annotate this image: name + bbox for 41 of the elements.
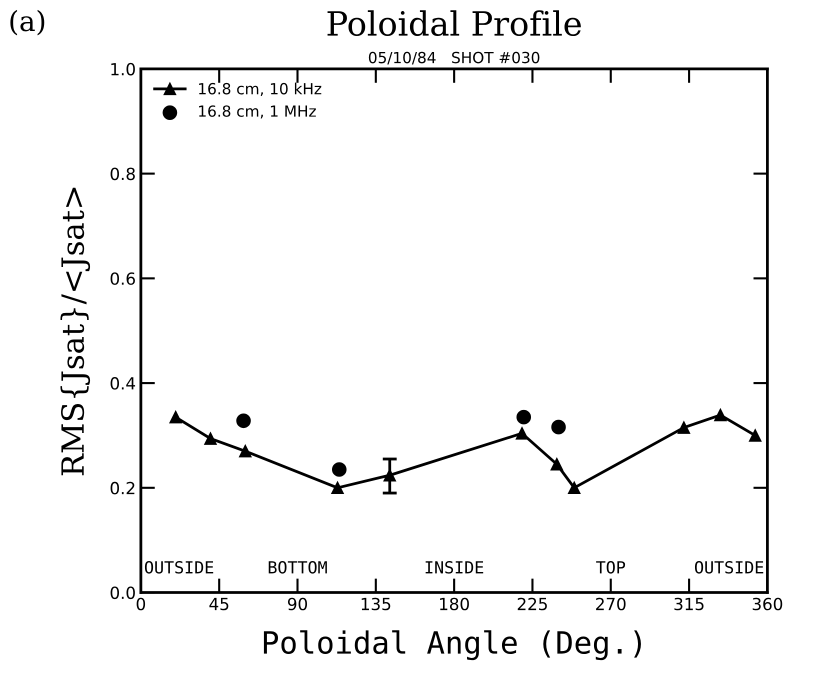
- x-tick-label: 315: [674, 598, 704, 610]
- y-tick-label: 0.6: [110, 272, 135, 285]
- x-tick-label: 135: [362, 598, 390, 610]
- x-tick-label: 360: [752, 598, 782, 610]
- x-tick-label: 270: [596, 598, 626, 610]
- x-tick-label: 225: [518, 598, 547, 610]
- y-tick-label: 0.0: [110, 586, 135, 600]
- y-tick-label: 0.4: [110, 377, 136, 390]
- point: [516, 427, 528, 440]
- annotation: OUTSIDE: [144, 560, 214, 574]
- annotation: TOP: [596, 560, 626, 574]
- point: [331, 482, 344, 494]
- annotation: OUTSIDE: [694, 560, 764, 574]
- annotation: INSIDE: [426, 560, 484, 574]
- y-tick-label: 1.0: [111, 62, 135, 76]
- point: [551, 420, 566, 434]
- point: [714, 408, 727, 422]
- text: (a): [10, 10, 44, 36]
- legend-label: 16.8 cm, 10 kHz: [199, 82, 322, 96]
- point: [568, 482, 580, 494]
- chart-title: Poloidal Profile: [328, 10, 581, 36]
- x-axis-title: Poloidal Angle (Deg.): [264, 630, 641, 660]
- point: [516, 410, 532, 424]
- point: [239, 444, 252, 458]
- x-tick-label: 45: [209, 598, 228, 610]
- point: [332, 462, 347, 477]
- x-tick-label: 90: [288, 598, 307, 610]
- point: [678, 421, 690, 434]
- y-tick-label: 0.2: [110, 482, 134, 494]
- annotation: BOTTOM: [268, 560, 327, 574]
- legend-label: 16.8 cm, 1 MHz: [199, 105, 316, 118]
- y-tick-label: 0.8: [110, 168, 135, 180]
- point: [236, 414, 251, 428]
- point: [748, 429, 762, 442]
- point: [204, 432, 217, 445]
- x-tick-label: 180: [440, 598, 469, 610]
- x-tick-label: 0: [136, 598, 146, 610]
- point: [550, 458, 564, 470]
- chart-subtitle: 05/10/84 SHOT #030: [368, 52, 540, 65]
- y-axis-title: RMS{Jsat}/<Jsat>: [60, 188, 90, 476]
- point: [169, 410, 182, 424]
